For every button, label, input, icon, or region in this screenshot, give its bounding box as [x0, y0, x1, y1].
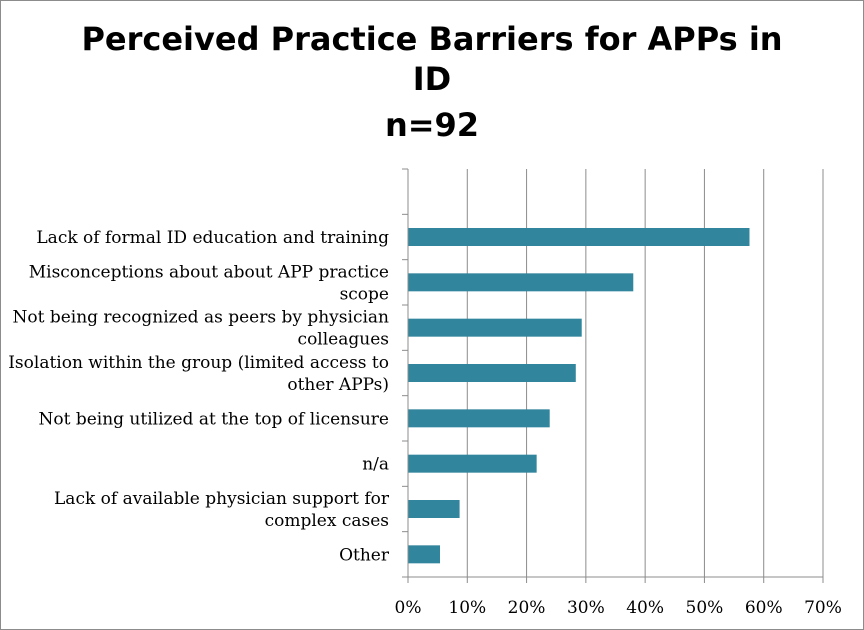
- bar: [408, 318, 582, 337]
- category-label: n/a: [362, 455, 389, 475]
- category-labels: Lack of formal ID education and training…: [8, 228, 390, 565]
- category-label: Lack of formal ID education and training: [36, 228, 389, 248]
- x-tick-labels: 0% 10% 20% 30% 40% 50% 60% 70%: [395, 598, 842, 618]
- category-label: Misconceptions about about APP practice s…: [29, 262, 389, 304]
- x-tick-label: 70%: [804, 598, 842, 618]
- chart-title-line: n=92: [385, 106, 479, 144]
- bar: [408, 545, 441, 564]
- bars: [408, 228, 750, 564]
- category-label: Not being recognized as peers by physici…: [12, 308, 389, 350]
- bar: [408, 500, 460, 518]
- category-label: Not being utilized at the top of licensu…: [38, 409, 389, 429]
- chart-title: Perceived Practice Barriers for APPs inI…: [81, 20, 782, 144]
- category-label: Lack of available physician support for c…: [54, 489, 390, 531]
- bar: [408, 364, 576, 382]
- bar: [408, 409, 550, 428]
- chart-title-line: Perceived Practice Barriers for APPs in: [81, 20, 782, 58]
- x-tick-label: 10%: [448, 598, 486, 618]
- x-tick-label: 0%: [395, 598, 422, 618]
- x-tick-label: 20%: [508, 598, 546, 618]
- bar: [408, 273, 634, 292]
- bar: [408, 228, 750, 246]
- category-label: Other: [339, 545, 390, 565]
- x-tick-label: 50%: [686, 598, 724, 618]
- chart-title-line: ID: [413, 60, 451, 98]
- x-tick-label: 60%: [745, 598, 783, 618]
- category-label: Isolation within the group (limited acce…: [8, 353, 389, 395]
- axes: [402, 168, 824, 583]
- x-tick-label: 40%: [626, 598, 664, 618]
- x-tick-label: 30%: [567, 598, 605, 618]
- bar: [408, 454, 537, 473]
